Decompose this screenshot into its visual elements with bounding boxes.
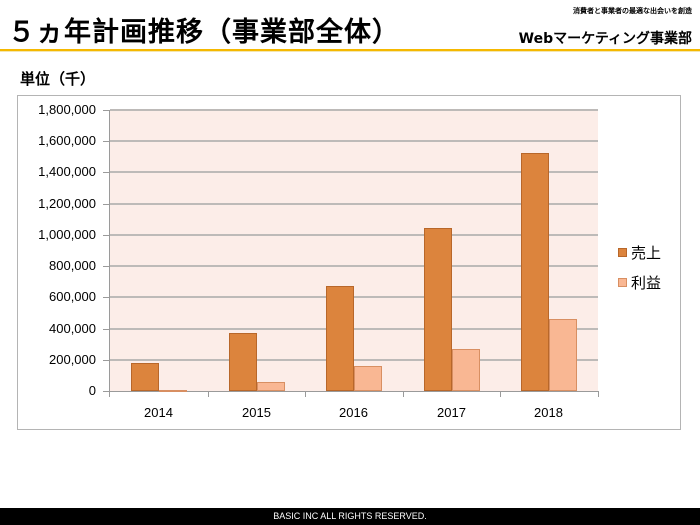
y-tick-mark [103, 141, 110, 142]
y-tick-mark [103, 110, 110, 111]
x-tick-mark [208, 391, 209, 397]
gridline [110, 203, 598, 205]
gridline [110, 359, 598, 361]
legend-label-sales: 売上 [631, 243, 662, 262]
legend-item-sales: 売上 [618, 237, 661, 267]
y-tick-mark [103, 204, 110, 205]
x-tick-mark [109, 391, 110, 397]
x-tick-mark [403, 391, 404, 397]
gridline [110, 296, 598, 298]
bar-profit-2017 [452, 349, 480, 391]
y-tick-label: 1,600,000 [38, 133, 96, 148]
y-tick-mark [103, 266, 110, 267]
legend-swatch-sales [618, 247, 627, 257]
legend-label-profit: 利益 [631, 273, 662, 292]
y-tick-label: 1,800,000 [38, 102, 96, 117]
legend-swatch-profit [618, 277, 627, 287]
y-tick-mark [103, 297, 110, 298]
y-tick-label: 200,000 [49, 352, 96, 367]
y-tick-label: 1,400,000 [38, 164, 96, 179]
y-tick-label: 400,000 [49, 321, 96, 336]
y-axis [109, 110, 110, 393]
gridline [110, 171, 598, 173]
y-tick-label: 1,000,000 [38, 227, 96, 242]
department-name: Webマーケティング事業部 [518, 31, 692, 47]
bar-profit-2016 [354, 366, 382, 391]
x-axis [103, 391, 598, 392]
x-tick-label: 2015 [242, 405, 271, 420]
bar-sales-2016 [326, 286, 354, 391]
x-tick-label: 2016 [339, 405, 368, 420]
y-tick-mark [103, 235, 110, 236]
gridline [110, 328, 598, 330]
x-tick-label: 2014 [144, 405, 173, 420]
x-tick-label: 2018 [534, 405, 563, 420]
y-tick-label: 0 [88, 383, 96, 398]
gridline [110, 109, 598, 111]
bar-sales-2014 [131, 363, 159, 391]
bar-profit-2018 [549, 319, 577, 391]
legend-item-profit: 利益 [618, 267, 661, 297]
header-divider [0, 49, 700, 51]
x-tick-mark [598, 391, 599, 397]
bar-sales-2015 [229, 333, 257, 391]
bar-sales-2017 [424, 228, 452, 391]
y-tick-label: 600,000 [49, 289, 96, 304]
page-title: ５ヵ年計画推移（事業部全体） [8, 17, 400, 48]
y-tick-label: 800,000 [49, 258, 96, 273]
gridline [110, 265, 598, 267]
bar-profit-2015 [257, 382, 285, 391]
chart-legend: 売上 利益 [618, 237, 661, 297]
gridline [110, 140, 598, 142]
x-tick-mark [500, 391, 501, 397]
y-tick-mark [103, 172, 110, 173]
bar-sales-2018 [521, 153, 549, 391]
unit-label: 単位（千） [20, 70, 96, 88]
footer-copyright: BASIC INC ALL RIGHTS RESERVED. [0, 508, 700, 525]
bar-profit-2014 [159, 390, 187, 392]
y-tick-mark [103, 329, 110, 330]
y-tick-mark [103, 360, 110, 361]
company-tagline: 消費者と事業者の最適な出会いを創造 [573, 7, 692, 15]
gridline [110, 234, 598, 236]
header-divider-shadow [0, 51, 700, 52]
x-tick-label: 2017 [437, 405, 466, 420]
plot-area [110, 110, 598, 391]
y-tick-label: 1,200,000 [38, 196, 96, 211]
x-tick-mark [305, 391, 306, 397]
